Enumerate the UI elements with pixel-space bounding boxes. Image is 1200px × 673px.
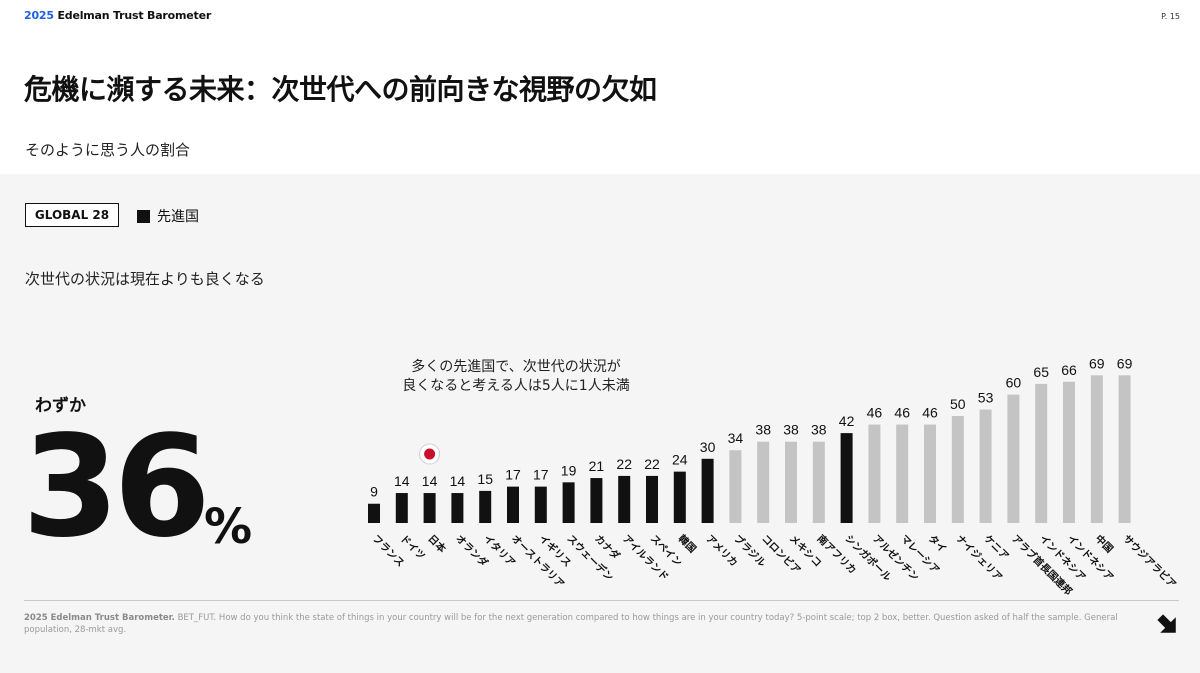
bar-12 bbox=[673, 471, 686, 523]
bar-26 bbox=[1063, 381, 1075, 523]
bar-15 bbox=[757, 441, 770, 523]
bar-value-label: 9 bbox=[370, 484, 378, 500]
category-label: 中国 bbox=[1093, 532, 1116, 555]
bar-3 bbox=[423, 493, 436, 523]
bar-16 bbox=[785, 441, 797, 523]
chart-annotation: 多くの先進国で、次世代の状況が 良くなると考える人は5人に1人未満 bbox=[380, 358, 652, 396]
bar-value-label: 60 bbox=[1006, 375, 1022, 391]
bar-18 bbox=[840, 433, 853, 523]
bar-value-label: 42 bbox=[839, 413, 855, 429]
bar-10 bbox=[618, 475, 631, 523]
page-number: P. 15 bbox=[1161, 12, 1180, 21]
bar-1 bbox=[368, 503, 380, 523]
bar-value-label: 69 bbox=[1089, 355, 1105, 371]
bar-value-label: 66 bbox=[1061, 362, 1077, 378]
bar-25 bbox=[1035, 383, 1048, 523]
headline-unit: % bbox=[204, 499, 253, 555]
bar-27 bbox=[1090, 375, 1103, 523]
category-label: スウェーデン bbox=[564, 532, 616, 584]
bar-13 bbox=[701, 458, 714, 523]
bar-value-label: 22 bbox=[644, 456, 660, 472]
bar-5 bbox=[479, 490, 492, 523]
page-title: 危機に瀕する未来：次世代への前向きな視野の欠如 bbox=[24, 73, 657, 106]
headline-prefix: わずか bbox=[35, 396, 86, 416]
bar-value-label: 14 bbox=[422, 473, 438, 489]
question-text: 次世代の状況は現在よりも良くなる bbox=[25, 270, 265, 288]
bar-value-label: 21 bbox=[589, 458, 605, 474]
bar-9 bbox=[590, 478, 603, 523]
bar-value-label: 46 bbox=[867, 405, 883, 421]
bar-value-label: 14 bbox=[450, 473, 466, 489]
japan-flag-icon bbox=[419, 443, 441, 465]
bar-value-label: 24 bbox=[672, 452, 688, 468]
bar-value-label: 15 bbox=[477, 471, 493, 487]
footnote-source: 2025 Edelman Trust Barometer. bbox=[24, 613, 175, 623]
bar-value-label: 65 bbox=[1033, 364, 1049, 380]
category-label: サウジアラビア bbox=[1120, 532, 1179, 591]
bar-value-label: 38 bbox=[811, 422, 827, 438]
bar-value-label: 50 bbox=[950, 396, 966, 412]
brand-year: 2025 bbox=[24, 9, 54, 22]
bar-value-label: 69 bbox=[1117, 355, 1133, 371]
footnote-text: BET_FUT. How do you think the state of t… bbox=[24, 613, 1118, 635]
bar-28 bbox=[1118, 375, 1131, 523]
bar-value-label: 34 bbox=[728, 430, 744, 446]
arrow-down-right-icon[interactable] bbox=[1155, 611, 1181, 637]
bar-20 bbox=[896, 424, 909, 523]
bar-value-label: 17 bbox=[533, 467, 549, 483]
bar-2 bbox=[395, 493, 408, 523]
page-subtitle: そのように思う人の割合 bbox=[25, 141, 191, 159]
brand-logo: 2025 Edelman Trust Barometer bbox=[24, 9, 211, 22]
footnote: 2025 Edelman Trust Barometer. BET_FUT. H… bbox=[24, 612, 1134, 636]
bar-7 bbox=[534, 486, 547, 523]
bar-4 bbox=[451, 493, 464, 523]
bar-22 bbox=[951, 416, 964, 523]
bar-value-label: 38 bbox=[755, 422, 771, 438]
bar-value-label: 38 bbox=[783, 422, 799, 438]
bar-value-label: 19 bbox=[561, 462, 577, 478]
bar-value-label: 14 bbox=[394, 473, 410, 489]
bar-23 bbox=[979, 409, 992, 523]
bar-11 bbox=[646, 475, 658, 523]
bar-14 bbox=[729, 450, 742, 523]
annotation-line-2: 良くなると考える人は5人に1人未満 bbox=[402, 378, 630, 394]
bar-19 bbox=[868, 424, 881, 523]
category-label: 韓国 bbox=[676, 532, 699, 555]
legend-swatch bbox=[137, 209, 150, 223]
footer-divider bbox=[24, 600, 1179, 601]
bar-24 bbox=[1007, 394, 1020, 523]
bar-value-label: 22 bbox=[616, 456, 632, 472]
legend-label: 先進国 bbox=[157, 209, 199, 225]
legend: 先進国 bbox=[137, 206, 199, 226]
header-area bbox=[0, 0, 1200, 174]
global-badge: GLOBAL 28 bbox=[25, 203, 119, 227]
bar-17 bbox=[812, 441, 825, 523]
bar-value-label: 17 bbox=[505, 467, 521, 483]
bar-value-label: 46 bbox=[894, 405, 910, 421]
bar-8 bbox=[562, 482, 575, 523]
headline-value: 36 bbox=[22, 406, 211, 569]
category-label: タイ bbox=[926, 533, 949, 556]
content-area bbox=[0, 174, 1200, 673]
annotation-line-1: 多くの先進国で、次世代の状況が bbox=[411, 359, 621, 375]
bar-6 bbox=[507, 486, 519, 523]
bar-21 bbox=[924, 424, 936, 523]
brand-name: Edelman Trust Barometer bbox=[57, 9, 212, 22]
category-label: 日本 bbox=[425, 532, 449, 556]
bar-value-label: 53 bbox=[978, 390, 994, 406]
bar-value-label: 46 bbox=[922, 405, 938, 421]
bar-value-label: 30 bbox=[700, 439, 716, 455]
